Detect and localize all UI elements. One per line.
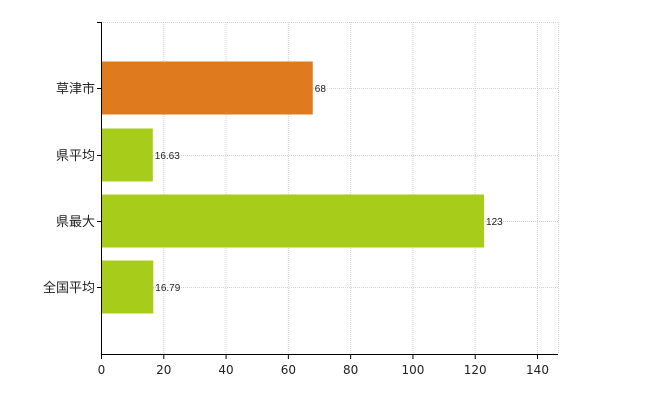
x-tick-label-20: 20 <box>156 363 171 377</box>
data-label-2: 123 <box>486 217 503 228</box>
x-tick-label-40: 40 <box>218 363 233 377</box>
category-label-0: 草津市 <box>56 81 95 97</box>
category-label-2: 県最大 <box>56 215 95 230</box>
data-label-3: 16.79 <box>155 283 180 294</box>
bar-layer <box>102 61 485 314</box>
bar-1 <box>102 128 153 182</box>
x-tick-label-100: 100 <box>401 363 424 377</box>
bar-3 <box>102 260 154 314</box>
x-tick-label-0: 0 <box>98 363 106 377</box>
x-tick-label-120: 120 <box>464 363 487 377</box>
bar-0 <box>102 61 313 115</box>
data-label-1: 16.63 <box>155 151 180 162</box>
category-label-3: 全国平均 <box>43 280 95 296</box>
category-label-1: 県平均 <box>56 149 95 164</box>
x-tick-label-80: 80 <box>343 363 358 377</box>
label-layer: 68 草津市 16.63 県平均 123 県最大 16.79 全国平均 0 20 40 60 80 100… <box>43 81 549 377</box>
x-tick-label-60: 60 <box>281 363 296 377</box>
axis-layer <box>97 22 558 359</box>
data-label-0: 68 <box>315 84 327 95</box>
x-tick-label-140: 140 <box>526 363 549 377</box>
bar-2 <box>102 194 485 248</box>
